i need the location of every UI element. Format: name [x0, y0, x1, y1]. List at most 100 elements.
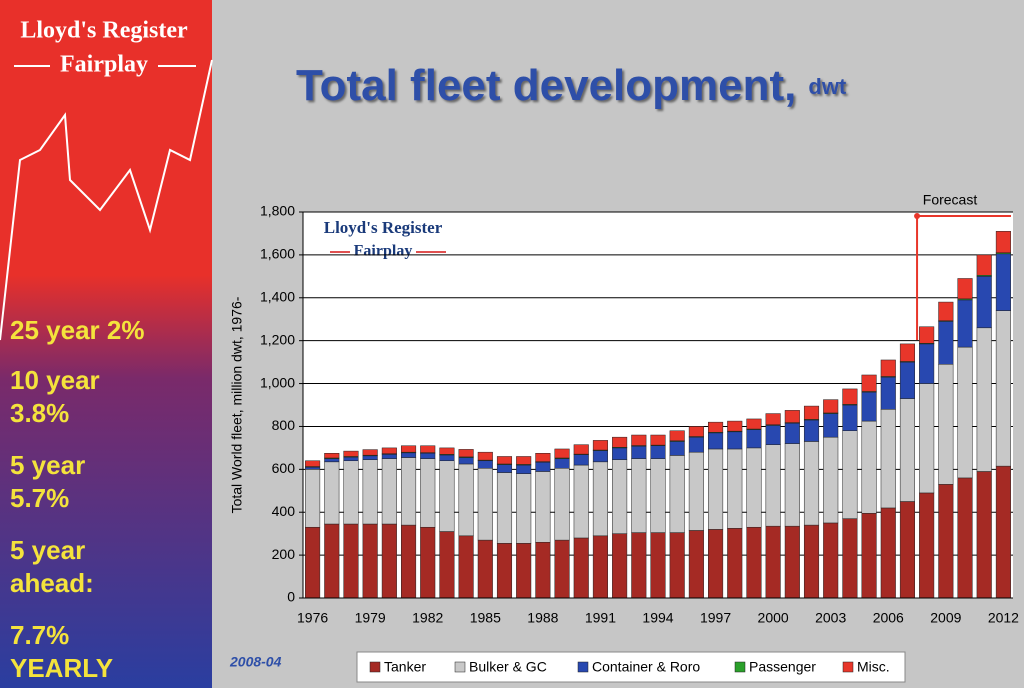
- bar: [708, 421, 724, 433]
- y-tick-label: 1,800: [260, 203, 295, 219]
- sidebar-stat: 3.8%: [10, 398, 69, 428]
- bar: [631, 458, 647, 533]
- chart-logo-line2: Fairplay: [354, 243, 413, 260]
- bar: [688, 530, 704, 599]
- bar: [976, 254, 992, 276]
- bar: [554, 448, 570, 459]
- bar: [592, 535, 608, 599]
- bar: [708, 448, 724, 530]
- bar: [976, 276, 992, 329]
- y-axis-label: Total World fleet, million dwt, 1976-: [229, 296, 245, 513]
- bar: [919, 492, 935, 599]
- legend-label: Passenger: [749, 659, 816, 675]
- bar: [477, 539, 493, 599]
- y-tick-label: 1,400: [260, 288, 295, 304]
- bar: [458, 457, 474, 465]
- bar: [516, 543, 532, 599]
- bar: [880, 359, 896, 377]
- bar: [919, 326, 935, 344]
- bar: [324, 523, 340, 599]
- x-tick-label: 1976: [297, 610, 328, 626]
- bar: [343, 460, 359, 525]
- bar: [919, 383, 935, 494]
- bar: [842, 404, 858, 431]
- bar: [496, 456, 513, 465]
- bar: [861, 391, 877, 422]
- bar: [899, 361, 916, 399]
- bar: [324, 461, 340, 525]
- bar: [995, 253, 1011, 311]
- bar: [688, 426, 704, 437]
- brand-line2: Fairplay: [60, 52, 148, 78]
- legend-swatch: [454, 661, 466, 673]
- bar: [554, 539, 570, 599]
- bar: [305, 526, 321, 599]
- y-tick-label: 400: [272, 503, 296, 519]
- legend-label: Container & Roro: [592, 659, 700, 675]
- annotation: Forecast: [923, 192, 978, 208]
- chart-logo-line1: Lloyd's Register: [324, 218, 443, 237]
- bar: [784, 443, 800, 527]
- bar: [592, 440, 608, 451]
- x-tick-label: 1988: [527, 610, 558, 626]
- title-unit: dwt: [808, 74, 847, 99]
- bar: [899, 398, 916, 502]
- legend-label: Tanker: [384, 659, 426, 675]
- bar: [880, 409, 896, 509]
- bar: [420, 526, 436, 599]
- bar: [995, 231, 1011, 253]
- bar: [458, 535, 474, 599]
- bar: [305, 469, 321, 528]
- bar: [496, 543, 513, 599]
- bar: [612, 459, 628, 534]
- bar: [746, 418, 762, 430]
- bar: [343, 456, 359, 462]
- bar: [938, 301, 954, 321]
- bar: [381, 447, 397, 454]
- y-tick-label: 0: [287, 589, 295, 605]
- sidebar: [0, 0, 212, 688]
- bar: [957, 299, 973, 348]
- y-tick-label: 600: [272, 460, 296, 476]
- bar: [861, 374, 877, 392]
- bar: [420, 453, 436, 459]
- bar: [708, 529, 724, 599]
- y-tick-label: 200: [272, 546, 296, 562]
- x-tick-label: 2009: [930, 610, 961, 626]
- bar: [516, 456, 532, 465]
- bar: [765, 444, 781, 527]
- bar: [727, 420, 743, 432]
- y-tick-label: 1,600: [260, 246, 295, 262]
- bar: [516, 473, 532, 544]
- bar: [995, 310, 1011, 467]
- bar: [573, 464, 589, 539]
- bar: [938, 364, 954, 485]
- bar: [688, 451, 704, 531]
- bar: [612, 436, 628, 448]
- footer: 2008-04: [229, 654, 282, 670]
- sidebar-stat: 5 year: [10, 535, 85, 565]
- bar: [765, 425, 781, 445]
- bar: [631, 532, 647, 599]
- bar: [496, 472, 513, 544]
- bar: [880, 507, 896, 599]
- bar: [688, 436, 704, 453]
- bar: [631, 445, 647, 459]
- bar: [381, 458, 397, 525]
- bar: [938, 484, 954, 599]
- bar: [324, 458, 340, 463]
- bar: [669, 441, 685, 456]
- bar: [573, 454, 589, 466]
- bar: [400, 524, 417, 599]
- bar: [861, 420, 877, 514]
- bar: [381, 523, 397, 599]
- bar: [842, 518, 858, 599]
- bar: [439, 454, 455, 462]
- x-tick-label: 1979: [355, 610, 386, 626]
- legend-swatch: [842, 661, 854, 673]
- bar: [362, 523, 378, 599]
- bar: [938, 321, 954, 365]
- bar: [477, 468, 493, 541]
- bar: [420, 458, 436, 528]
